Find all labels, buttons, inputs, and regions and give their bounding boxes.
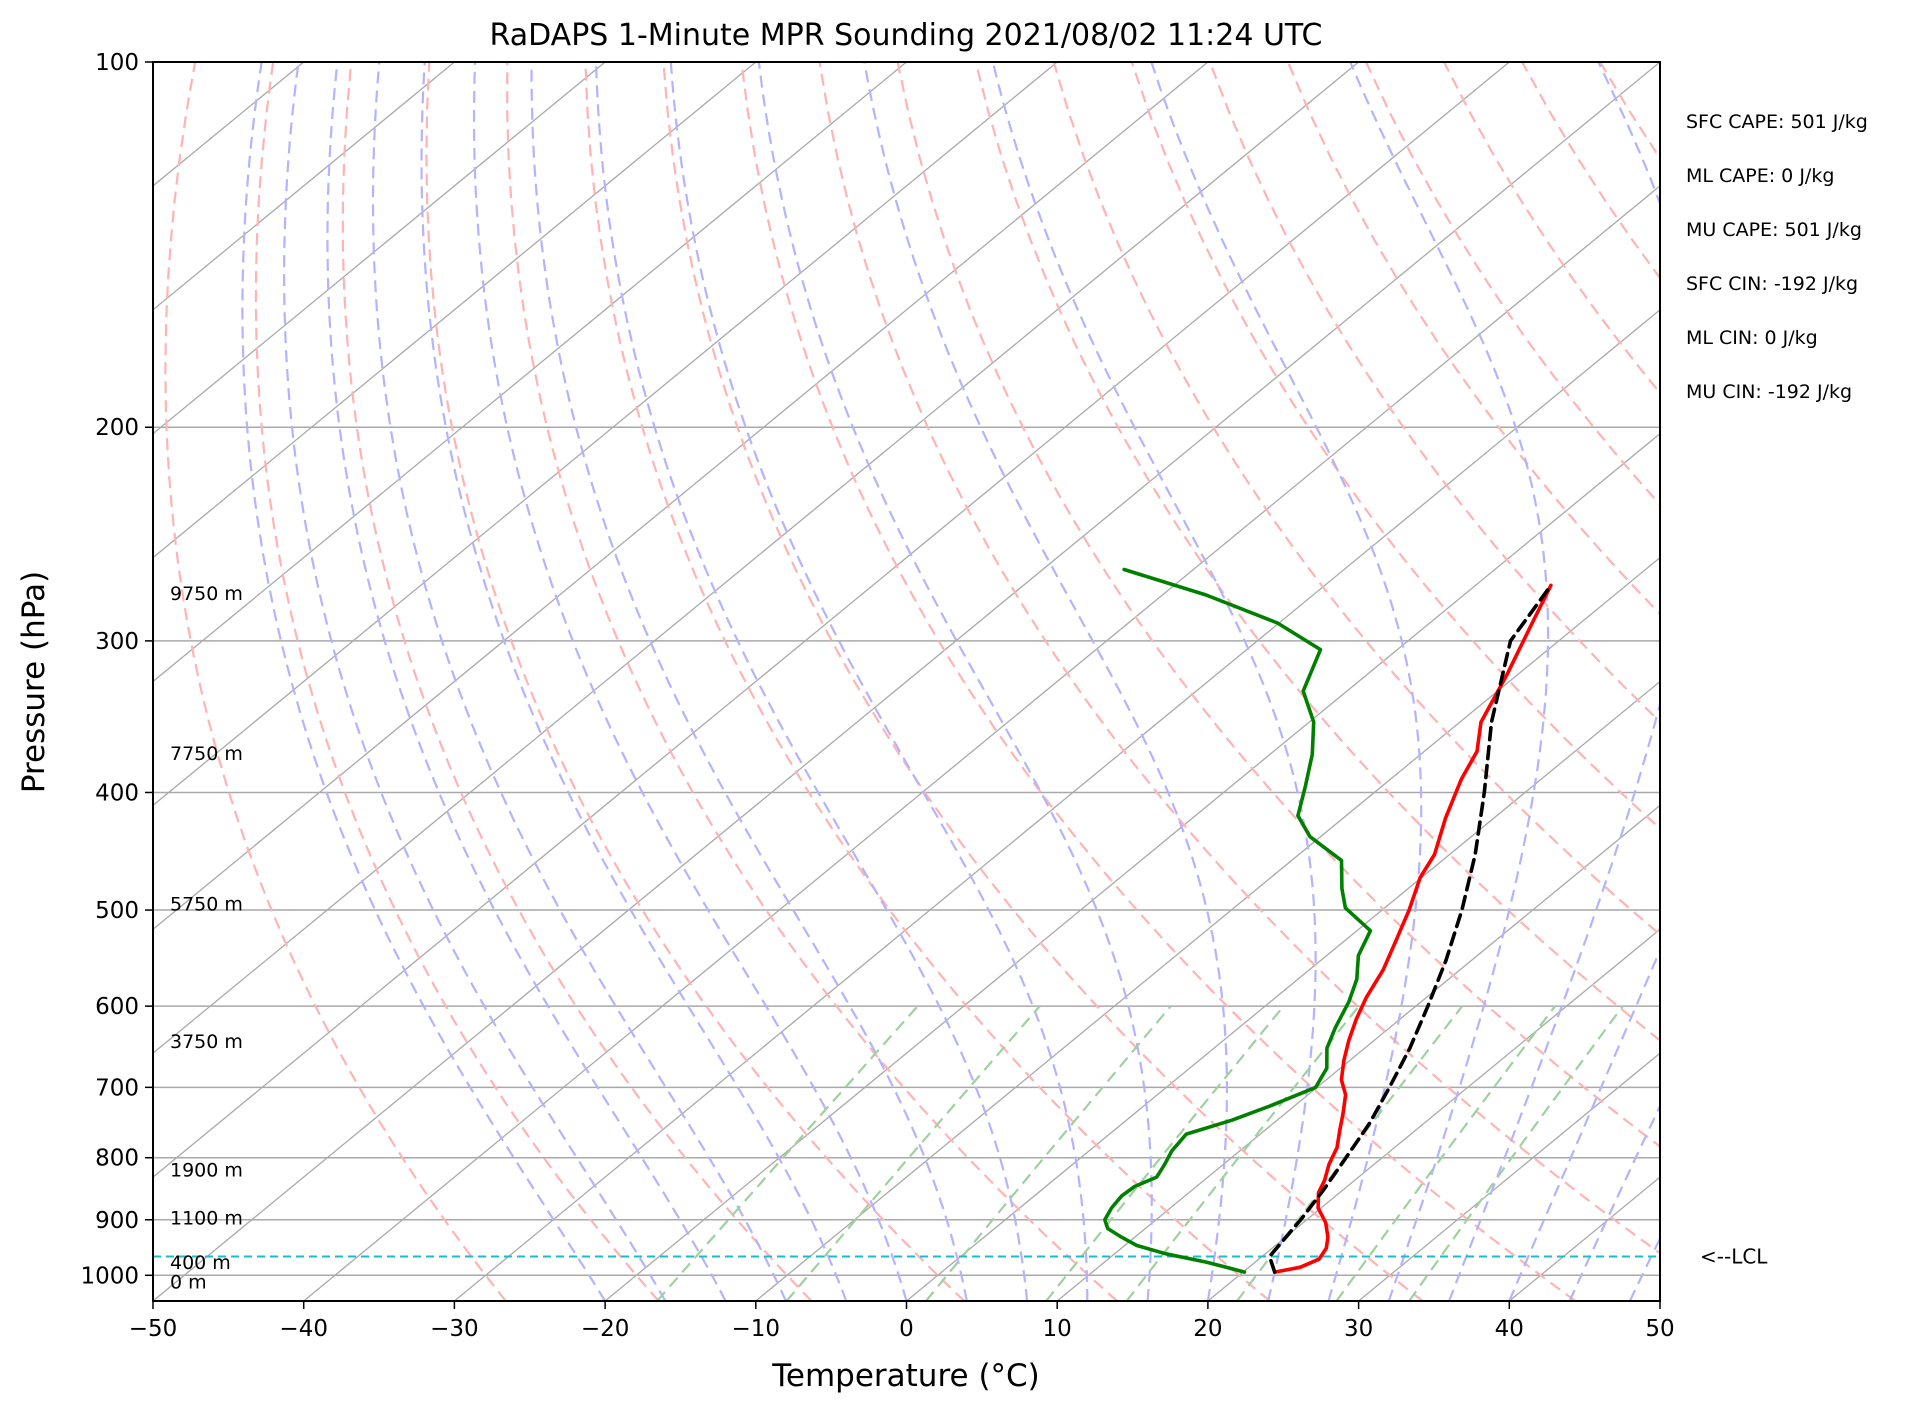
x-tick-label: −10 [732,1316,781,1342]
x-tick-label: 50 [1645,1316,1674,1342]
stability-index: MU CIN: -192 J/kg [1686,381,1852,403]
x-tick-label: 0 [899,1316,914,1342]
lcl-label: <--LCL [1700,1245,1768,1269]
height-label: 5750 m [170,894,243,916]
x-tick-label: −20 [581,1316,630,1342]
y-tick-label: 200 [95,415,139,441]
x-tick-label: −40 [279,1316,328,1342]
x-tick-label: 40 [1495,1316,1524,1342]
y-tick-label: 400 [95,780,139,806]
y-axis-label: Pressure (hPa) [16,571,52,793]
chart-title: RaDAPS 1-Minute MPR Sounding 2021/08/02 … [490,18,1323,53]
x-axis-label: Temperature (°C) [771,1358,1040,1394]
y-tick-label: 800 [95,1146,139,1172]
x-tick-label: 20 [1193,1316,1222,1342]
stability-index: ML CIN: 0 J/kg [1686,327,1818,349]
y-tick-label: 100 [95,50,139,76]
height-label: 9750 m [170,583,243,605]
stability-index: ML CAPE: 0 J/kg [1686,165,1834,187]
x-tick-label: 10 [1043,1316,1072,1342]
y-tick-label: 300 [95,629,139,655]
y-tick-label: 600 [95,994,139,1020]
x-tick-label: −30 [430,1316,479,1342]
stability-index: MU CAPE: 501 J/kg [1686,219,1862,241]
x-tick-label: 30 [1344,1316,1373,1342]
stability-index: SFC CIN: -192 J/kg [1686,273,1858,295]
height-label: 1100 m [170,1207,243,1229]
stability-index: SFC CAPE: 501 J/kg [1686,111,1868,133]
height-label: 0 m [170,1272,207,1294]
x-tick-label: −50 [129,1316,178,1342]
height-label: 3750 m [170,1031,243,1053]
height-label: 7750 m [170,743,243,765]
height-label: 1900 m [170,1159,243,1181]
y-tick-label: 900 [95,1208,139,1234]
y-tick-label: 1000 [80,1263,139,1289]
y-tick-label: 700 [95,1075,139,1101]
y-tick-label: 500 [95,898,139,924]
